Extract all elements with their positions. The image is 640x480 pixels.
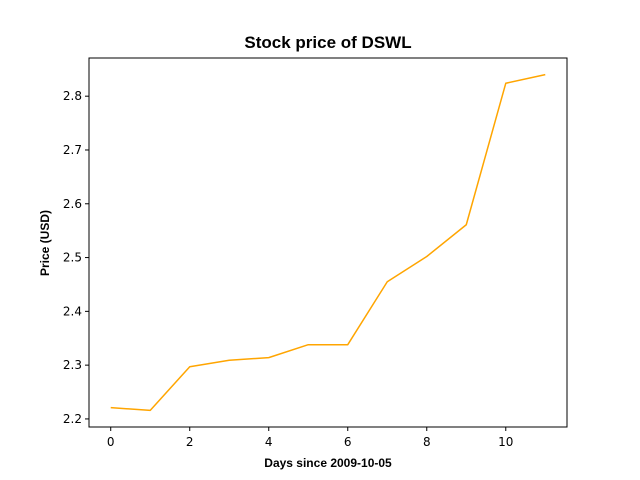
chart-title: Stock price of DSWL (244, 33, 411, 52)
y-tick-label: 2.8 (63, 89, 82, 103)
x-tick-label: 4 (265, 435, 273, 449)
y-tick-label: 2.2 (63, 412, 82, 426)
x-axis-label: Days since 2009-10-05 (264, 456, 392, 470)
y-tick-label: 2.6 (63, 197, 82, 211)
plot-frame (88, 57, 568, 428)
y-axis-label: Price (USD) (38, 210, 52, 276)
y-tick-label: 2.7 (63, 143, 82, 157)
x-tick-label: 2 (186, 435, 194, 449)
y-tick-label: 2.4 (63, 304, 82, 318)
plot-area: 0 2 4 6 8 10 2.2 2.3 2.4 2.5 2.6 2.7 2.8 (63, 57, 568, 449)
y-tick-label: 2.5 (63, 251, 82, 265)
x-tick-label: 10 (498, 435, 513, 449)
x-tick-label: 0 (107, 435, 115, 449)
series-line-1 (110, 73, 546, 412)
y-tick-label: 2.3 (63, 358, 82, 372)
x-tick-label: 8 (423, 435, 431, 449)
x-tick-label: 6 (344, 435, 352, 449)
